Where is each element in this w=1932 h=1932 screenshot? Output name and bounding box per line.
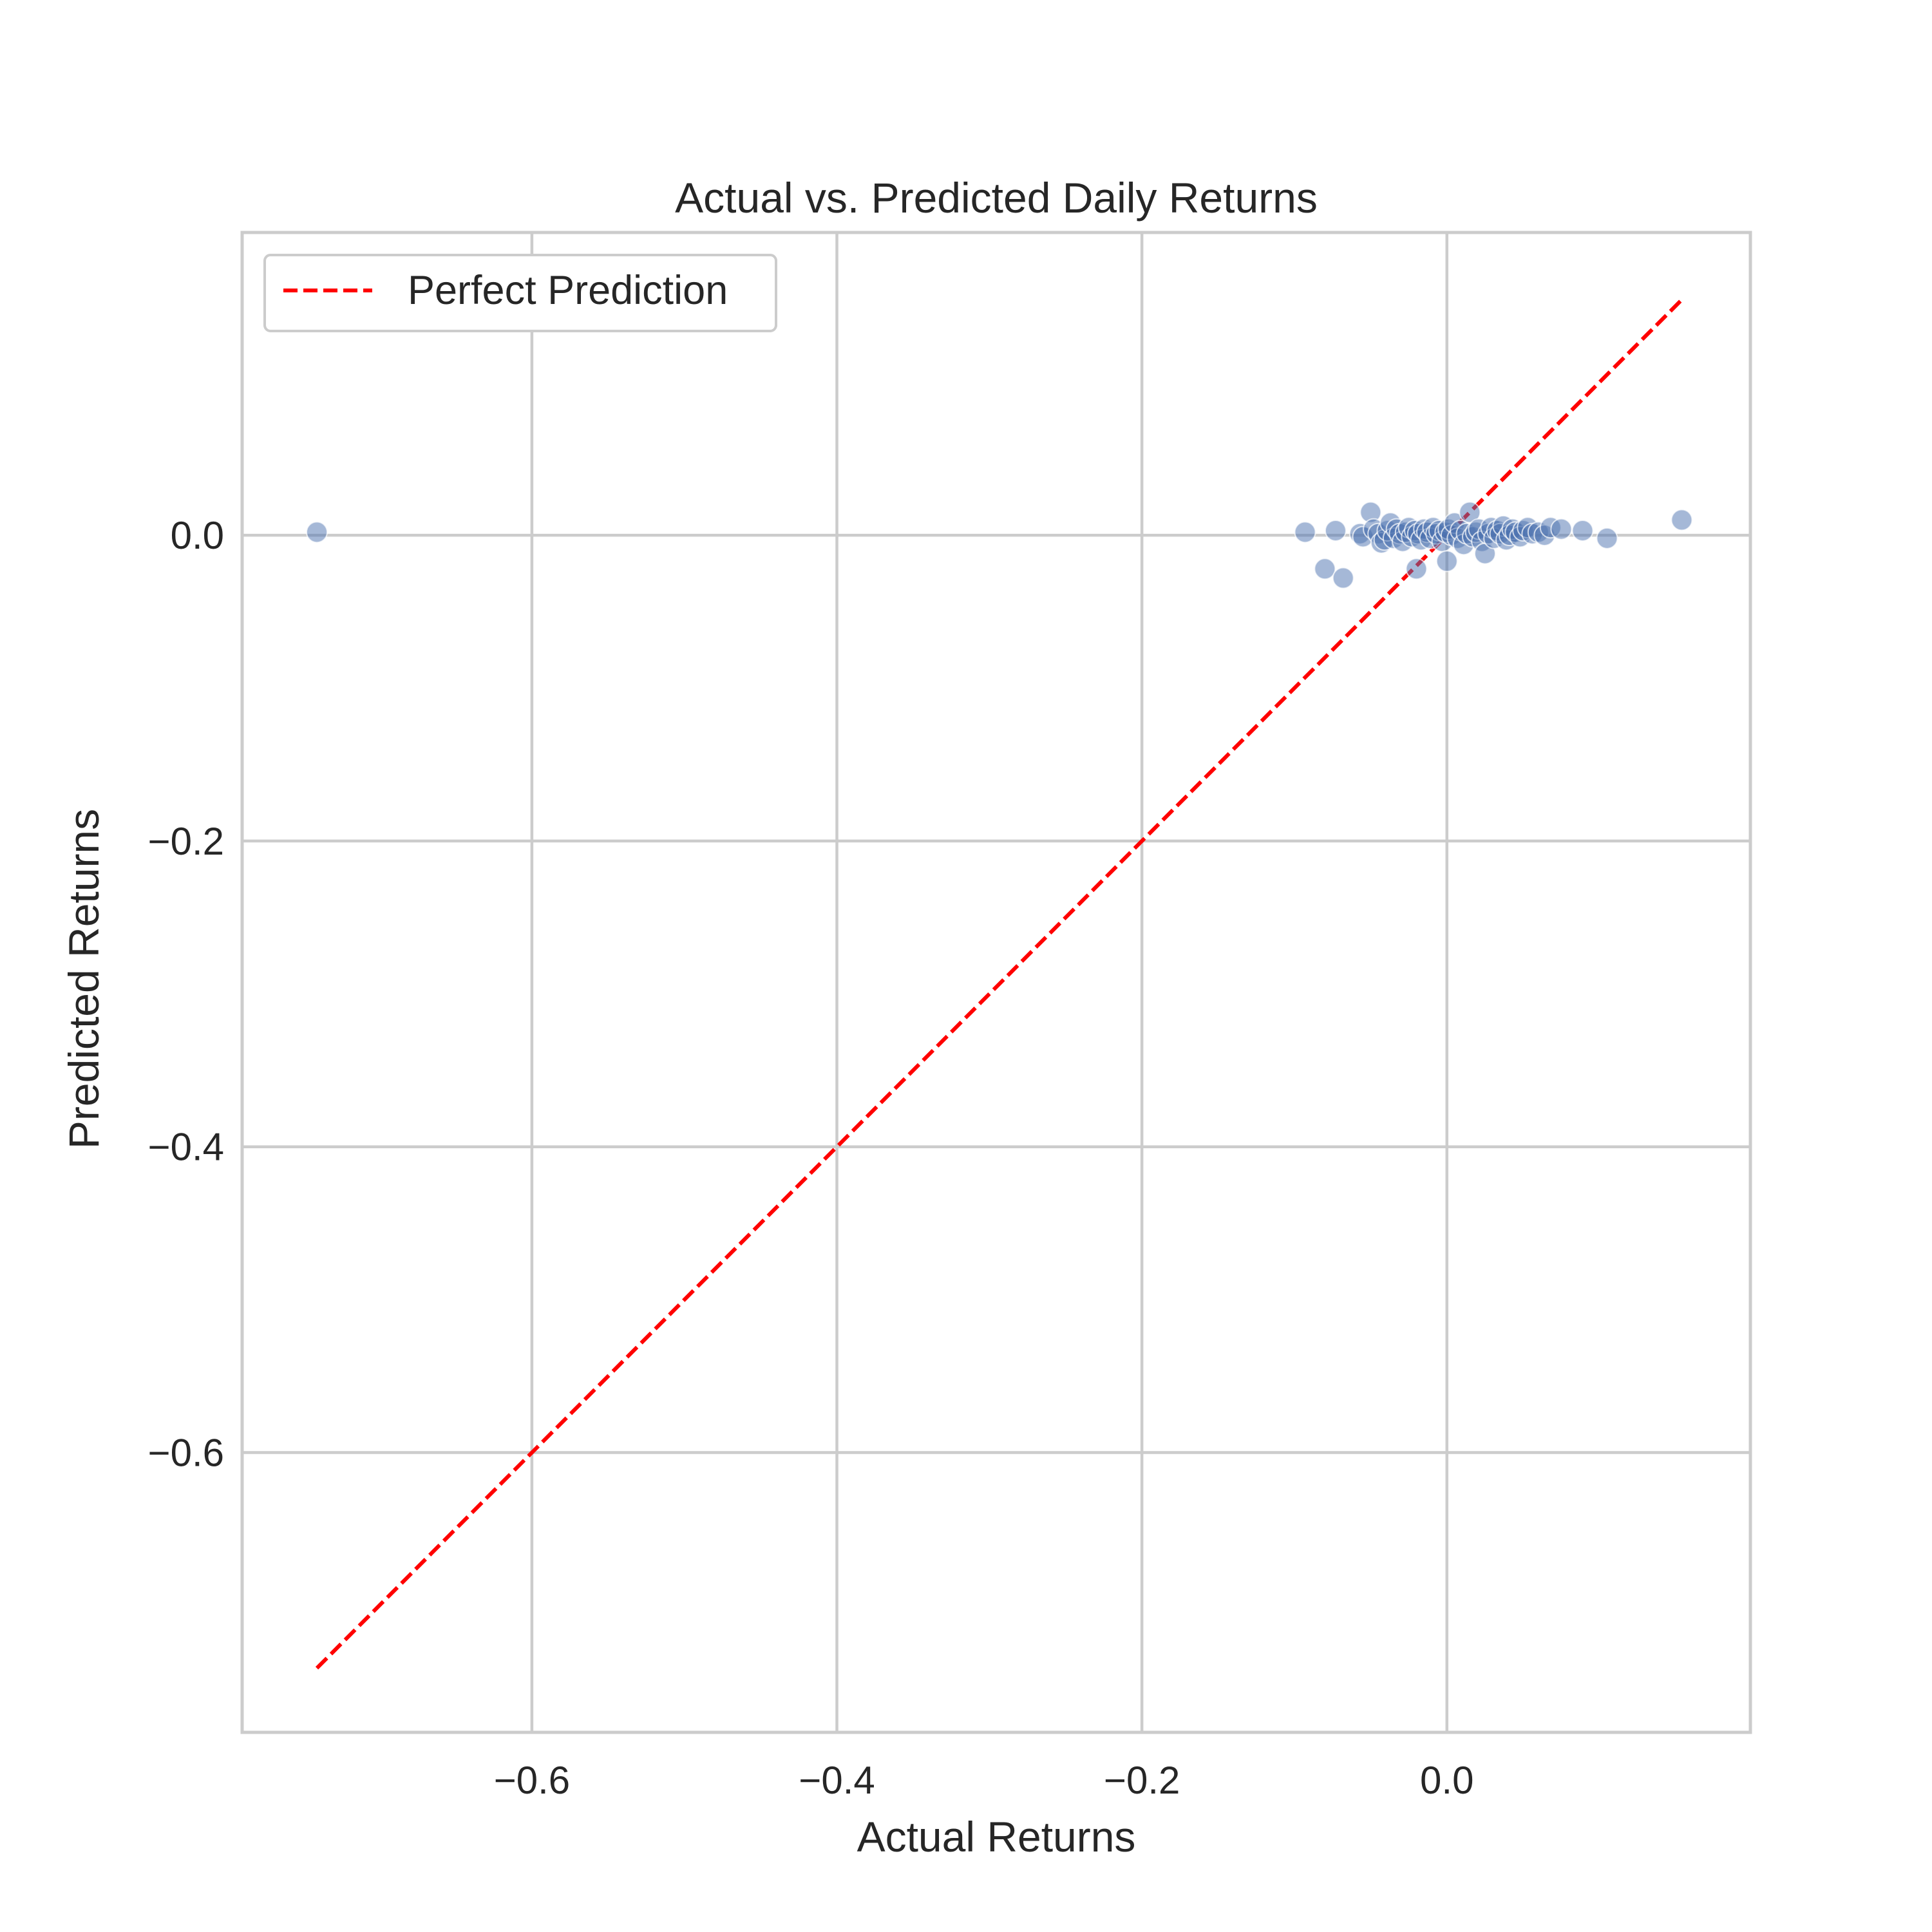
y-axis-label: Predicted Returns bbox=[60, 809, 108, 1149]
scatter-point bbox=[1435, 550, 1458, 573]
y-tick-label: −0.4 bbox=[148, 1126, 224, 1169]
y-tick-label: −0.2 bbox=[148, 820, 224, 863]
chart-title: Actual vs. Predicted Daily Returns bbox=[675, 174, 1318, 222]
axes-frame bbox=[240, 231, 1752, 1734]
legend-entry-label: Perfect Prediction bbox=[408, 268, 728, 313]
scatter-points bbox=[306, 501, 1693, 589]
scatter-point bbox=[1405, 558, 1428, 580]
grid-lines bbox=[242, 232, 1750, 1732]
scatter-point bbox=[1294, 521, 1316, 544]
scatter-point bbox=[1550, 518, 1573, 540]
scatter-point bbox=[1571, 519, 1594, 542]
x-tick-label: −0.4 bbox=[799, 1759, 875, 1802]
scatter-point bbox=[1314, 558, 1336, 580]
scatter-point bbox=[1459, 501, 1481, 524]
y-tick-label: −0.6 bbox=[148, 1432, 224, 1475]
scatter-point bbox=[1596, 527, 1618, 549]
x-tick-label: −0.2 bbox=[1104, 1759, 1180, 1802]
legend: Perfect Prediction bbox=[263, 254, 777, 332]
x-tick-label: 0.0 bbox=[1420, 1759, 1473, 1802]
x-tick-labels: −0.6 −0.4 −0.2 0.0 bbox=[494, 1759, 1474, 1802]
x-tick-label: −0.6 bbox=[494, 1759, 570, 1802]
y-tick-labels: 0.0 −0.2 −0.4 −0.6 bbox=[148, 514, 224, 1474]
x-axis-label: Actual Returns bbox=[857, 1813, 1136, 1861]
y-tick-label: 0.0 bbox=[171, 514, 224, 557]
scatter-point bbox=[1332, 567, 1354, 589]
scatter-point bbox=[306, 521, 328, 544]
legend-box bbox=[263, 254, 777, 332]
scatter-point bbox=[1324, 519, 1347, 542]
scatter-point bbox=[1671, 509, 1693, 531]
